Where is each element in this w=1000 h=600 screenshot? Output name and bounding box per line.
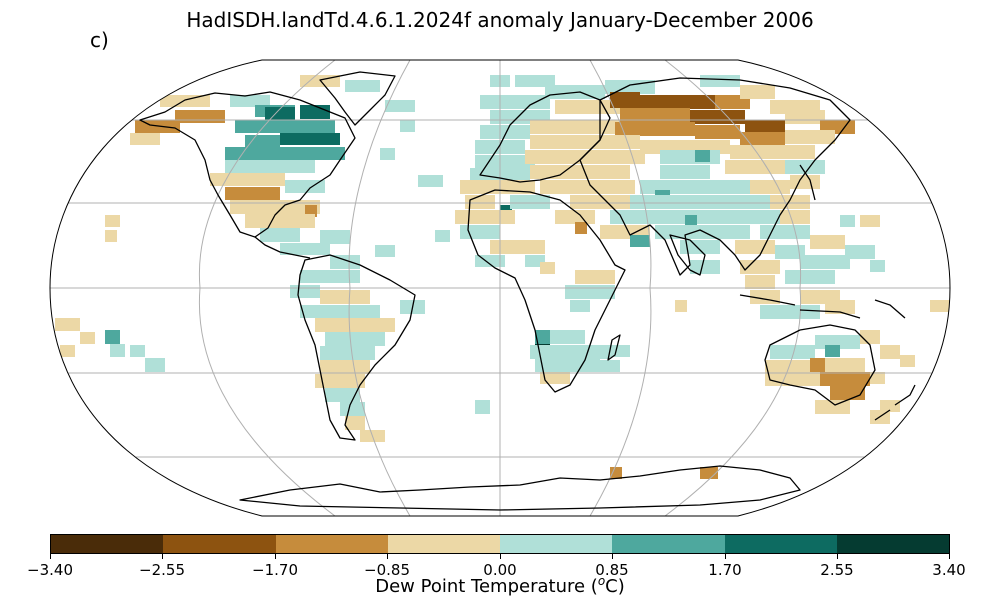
colorbar: [50, 534, 950, 554]
colorbar-tickmark: [50, 554, 51, 559]
colorbar-tickmark: [387, 554, 388, 559]
panel-label: c): [90, 28, 109, 52]
colorbar-tickmark: [275, 554, 276, 559]
colorbar-tick-label: 0.85: [595, 561, 629, 579]
world-map: [49, 59, 951, 517]
colorbar-segment: [163, 535, 276, 553]
colorbar-tick-label: 2.55: [820, 561, 854, 579]
colorbar-tick-label: 3.40: [932, 561, 966, 579]
colorbar-label: Dew Point Temperature (oC): [375, 574, 625, 597]
map-title: HadISDH.landTd.4.6.1.2024f anomaly Janua…: [186, 8, 814, 32]
colorbar-tickmark: [500, 554, 501, 559]
colorbar-tick-label: 0.00: [483, 561, 517, 579]
colorbar-segment: [724, 535, 837, 553]
colorbar-tickmark: [725, 554, 726, 559]
colorbar-segment: [612, 535, 725, 553]
anomaly-cells: [55, 75, 950, 479]
colorbar-segment: [836, 535, 949, 553]
colorbar-tickmark: [837, 554, 838, 559]
globe-outline: [49, 59, 951, 517]
colorbar-tick-label: −0.85: [364, 561, 410, 579]
colorbar-tick-label: −3.40: [27, 561, 73, 579]
colorbar-segment: [387, 535, 500, 553]
colorbar-segment: [275, 535, 388, 553]
colorbar-tick-label: −2.55: [139, 561, 185, 579]
coastlines: [139, 71, 916, 511]
colorbar-tick-label: 1.70: [708, 561, 742, 579]
colorbar-tickmark: [162, 554, 163, 559]
colorbar-segment: [51, 535, 164, 553]
graticule: [50, 60, 950, 516]
colorbar-tickmark: [612, 554, 613, 559]
colorbar-tick-label: −1.70: [252, 561, 298, 579]
colorbar-tickmark: [949, 554, 950, 559]
colorbar-segment: [500, 535, 613, 553]
